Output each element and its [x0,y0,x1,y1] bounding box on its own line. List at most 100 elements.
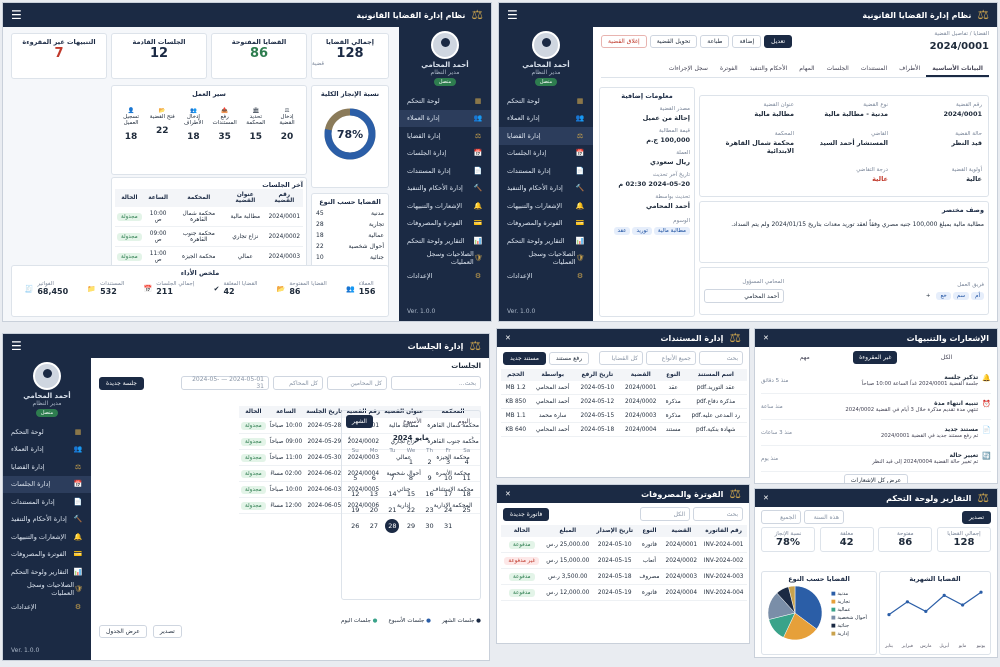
breadcrumb[interactable]: القضايا / تفاصيل القضية [934,31,989,37]
sidebar-item[interactable]: 🔨 إدارة الأحكام والتنفيذ [399,180,491,198]
calendar-day[interactable]: 6 [371,474,376,482]
team-avatar[interactable]: خع [936,292,951,300]
sidebar-item[interactable]: ▦ لوحة التحكم [499,92,593,110]
search-input[interactable]: بحث [699,351,743,365]
table-row[interactable]: 2024/0001 مطالبة مالية محكمة شمال القاهرة 1… [115,207,303,227]
calendar-day[interactable] [346,454,365,470]
notification-item[interactable]: 📄 مستند جديد تم رفع مستند جديد في القضية 2… [761,420,991,446]
calendar-day[interactable]: 26 [351,522,360,530]
calendar-tab[interactable]: اليوم [457,418,470,425]
tag[interactable]: عقد [613,227,631,235]
sidebar-item[interactable]: 💳 الفوترة والمصروفات [399,215,491,233]
sidebar-item[interactable]: 👥 إدارة العملاء [3,441,91,459]
case-filter[interactable]: كل القضايا [599,351,643,365]
sidebar-item[interactable]: 📄 إدارة المستندات [3,493,91,511]
close-icon[interactable]: ✕ [505,490,511,498]
calendar-day[interactable]: 10 [443,474,453,482]
action-button[interactable]: إضافة [732,35,762,48]
sidebar-item[interactable]: 🛡 الصلاحيات وسجل العمليات [3,581,91,599]
calendar-day[interactable]: 17 [443,490,453,498]
calendar-day[interactable]: 9 [427,474,432,482]
table-row[interactable]: INV-2024-003 2024/0003 مصروف 2024-05-18 3,50… [501,568,747,585]
new-invoice-button[interactable]: فاتورة جديدة [503,507,550,521]
sidebar-item[interactable]: 🔔 الإشعارات والتنبيهات [3,528,91,546]
lawyer-filter[interactable]: كل المحامين [327,376,387,390]
sidebar-item[interactable]: 📊 التقارير ولوحة التحكم [3,563,91,581]
search-input[interactable]: بحث [693,507,743,521]
add-member-button[interactable]: + [925,293,931,299]
action-button[interactable]: طباعة [700,35,730,48]
table-row[interactable]: INV-2024-002 2024/0002 أتعاب 2024-05-15 15,0… [501,552,747,569]
calendar-day[interactable]: 27 [369,522,378,530]
calendar-day[interactable]: 21 [388,506,397,514]
close-icon[interactable]: ✕ [505,334,511,342]
table-row[interactable]: 2024/0003 عمالي محكمة الجيزة 11:00 ص مجدولة [115,246,303,267]
team-avatar[interactable]: سم [952,292,970,300]
sidebar-item[interactable]: ▦ لوحة التحكم [399,92,491,110]
table-row[interactable]: شهادة بنكية.pdf مستند 2024/0004 2024-05-18 أ… [501,422,747,437]
search-input[interactable]: بحث... [391,376,481,390]
calendar-day[interactable]: 1 [408,458,414,466]
calendar-day[interactable]: 2 [427,458,432,466]
close-icon[interactable]: ✕ [763,334,769,342]
period-filter[interactable]: هذه السنة [804,510,844,524]
sidebar-item[interactable]: 📄 إدارة المستندات [399,162,491,180]
table-row[interactable]: محكمة الاستئناف جنائي 2024/0005 2024-06-03 1… [239,481,481,498]
action-button[interactable]: إغلاق القضية [601,35,647,48]
calendar-day[interactable]: 7 [390,474,395,482]
upload-doc-button[interactable]: رفع مستند [548,351,590,365]
calendar-day[interactable]: 11 [462,474,471,482]
lawyer-select[interactable]: أحمد المحامي [704,289,784,303]
calendar-day[interactable]: 15 [406,490,416,498]
calendar-tab[interactable]: الشهر [346,415,373,428]
calendar-day[interactable]: 13 [369,490,378,498]
tab-item[interactable]: المستندات [860,65,888,72]
view-all-notifications-button[interactable]: عرض كل الإشعارات [843,474,909,483]
calendar-day[interactable] [365,454,384,470]
calendar-day[interactable]: 31 [443,522,453,530]
tab-item[interactable]: البيانات الأساسية [926,62,989,77]
sidebar-item[interactable]: 🔔 الإشعارات والتنبيهات [499,197,593,215]
calendar-day[interactable]: 3 [446,458,451,466]
sidebar-item[interactable]: ⚖ إدارة القضايا [399,127,491,145]
notif-tab[interactable]: مهم [799,354,810,361]
calendar-day[interactable]: 29 [406,522,416,530]
notification-item[interactable]: ⏰ تنبيه انتهاء مدة تنتهي مدة تقديم مذكرة خ… [761,394,991,420]
sidebar-item[interactable]: ⚖ إدارة القضايا [499,127,593,145]
calendar-day[interactable]: 16 [425,490,434,498]
table-row[interactable]: 2024/0002 نزاع تجاري محكمة جنوب القاهرة 09:… [115,226,303,247]
calendar-day[interactable]: 23 [425,506,434,514]
calendar-day[interactable]: 20 [369,506,378,514]
court-filter[interactable]: كل المحاكم [273,376,323,390]
new-doc-button[interactable]: مستند جديد [503,351,546,365]
calendar-day[interactable]: 18 [462,490,471,498]
calendar-day[interactable]: 4 [464,458,469,466]
tab-item[interactable]: الجلسات [826,65,849,72]
calendar-day[interactable]: 24 [443,506,453,514]
menu-icon[interactable]: ☰ [507,8,518,22]
tag[interactable]: توريد [632,227,652,235]
sidebar-item[interactable]: 🔨 إدارة الأحكام والتنفيذ [499,180,593,198]
calendar-day[interactable] [457,518,476,534]
calendar-tab[interactable]: الأسبوع [403,418,422,425]
calendar-day[interactable]: 30 [425,522,434,530]
notification-item[interactable]: 🔔 تذكير جلسة جلسة القضية 2024/0001 غداً ال… [761,368,991,394]
calendar-day[interactable] [383,454,402,470]
sidebar-item[interactable]: 📅 إدارة الجلسات [399,145,491,163]
table-row[interactable]: مذكرة دفاع.pdf مذكرة 2024/0002 2024-05-12 أح… [501,394,747,409]
sidebar-item[interactable]: 📄 إدارة المستندات [499,162,593,180]
calendar-day[interactable]: 12 [351,490,360,498]
export-button[interactable]: تصدير [961,510,991,524]
next-month-icon[interactable]: › [471,434,474,442]
sidebar-item[interactable]: 🔨 إدارة الأحكام والتنفيذ [3,511,91,529]
sidebar-item[interactable]: 📊 التقارير ولوحة التحكم [399,232,491,250]
view-table-button[interactable]: عرض الجدول [99,625,147,638]
action-button[interactable]: تحويل القضية [649,35,698,48]
calendar-day[interactable]: 5 [353,474,358,482]
tab-item[interactable]: الأحكام والتنفيذ [749,65,788,72]
calendar-day[interactable]: 8 [408,474,414,482]
table-row[interactable]: محكمة الجيزة عمالي 2024/0003 2024-05-30 11:0… [239,449,481,466]
calendar-day[interactable]: 19 [351,506,360,514]
sidebar-item[interactable]: 📅 إدارة الجلسات [499,145,593,163]
menu-icon[interactable]: ☰ [11,339,22,353]
